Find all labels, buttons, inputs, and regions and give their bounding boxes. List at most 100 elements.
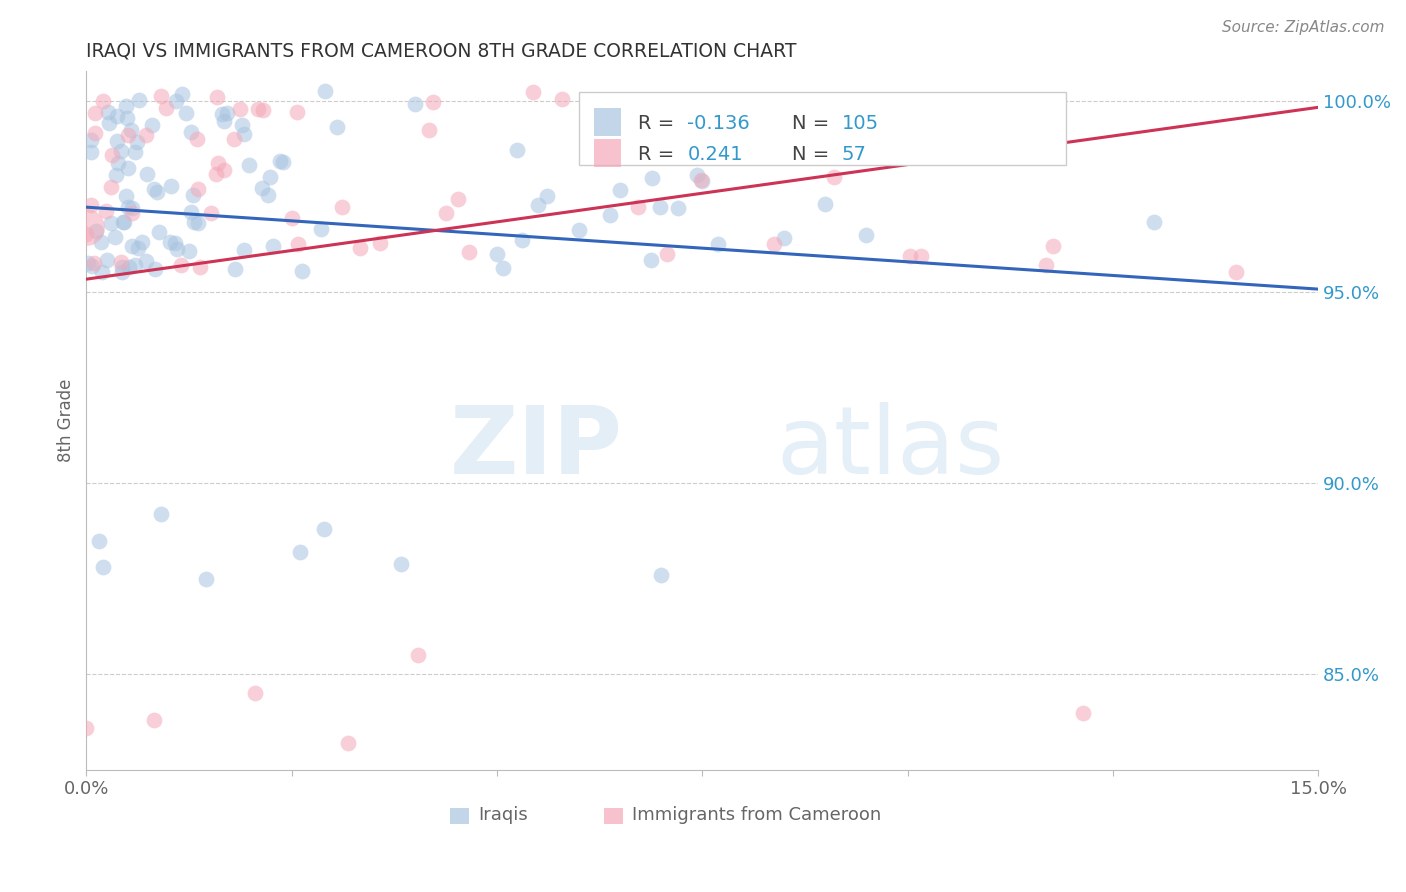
Point [762,236,785,251]
Point [177,244,200,258]
Point [204,167,226,181]
Point [527,198,550,212]
Point [690,114,713,128]
Point [349,241,371,255]
Point [447,192,470,206]
Point [243,686,266,700]
Point [104,230,127,244]
Text: Iraqis: Iraqis [478,806,527,824]
Bar [603,808,623,823]
Point [187,216,209,230]
Point [458,244,481,259]
Point [707,236,730,251]
Point [640,253,662,268]
Point [536,189,558,203]
Point [124,145,146,160]
Point [655,246,678,260]
Text: ZIP: ZIP [450,402,621,494]
Point [1143,215,1166,229]
Point [84,224,107,238]
Point [183,215,205,229]
Point [121,201,143,215]
Point [224,261,246,276]
Point [205,90,228,104]
Point [127,135,149,149]
Point [224,132,246,146]
Bar [593,139,621,167]
Point [551,92,574,106]
Point [93,560,115,574]
Point [505,143,527,157]
Point [100,216,122,230]
Point [83,105,105,120]
Point [117,128,139,142]
Point [228,102,250,116]
Point [773,231,796,245]
Text: R =: R = [638,145,688,164]
Point [112,215,135,229]
Point [107,156,129,170]
Point [115,99,138,113]
Point [259,169,281,184]
Point [194,572,217,586]
Point [256,187,278,202]
Point [174,105,197,120]
Point [187,182,209,196]
Point [91,265,114,279]
Point [238,158,260,172]
Point [280,211,302,226]
Point [128,94,150,108]
Point [80,259,103,273]
Point [75,721,97,735]
Point [105,134,128,148]
Point [170,258,193,272]
Point [124,258,146,272]
Point [135,167,157,181]
Point [89,533,111,548]
Point [485,246,508,260]
Point [510,233,533,247]
Point [141,118,163,132]
FancyBboxPatch shape [579,92,1066,165]
Point [117,161,139,175]
Point [641,170,664,185]
Point [898,249,921,263]
Point [80,198,103,212]
Point [90,235,112,249]
Text: -0.136: -0.136 [688,113,751,133]
Point [83,126,105,140]
Point [131,235,153,249]
Point [91,94,114,108]
Text: 57: 57 [841,145,866,164]
Point [436,206,458,220]
Point [180,205,202,219]
Point [110,265,132,279]
Point [110,255,132,269]
Point [150,507,173,521]
Bar [450,808,470,823]
Point [80,133,103,147]
Point [114,189,136,203]
Point [120,122,142,136]
Point [211,107,233,121]
Point [1225,265,1247,279]
Point [1035,258,1057,272]
Point [105,169,128,183]
Point [143,713,166,727]
Point [418,123,440,137]
Point [166,242,188,256]
Point [150,88,173,103]
Point [312,522,335,536]
Text: IRAQI VS IMMIGRANTS FROM CAMEROON 8TH GRADE CORRELATION CHART: IRAQI VS IMMIGRANTS FROM CAMEROON 8TH GR… [86,42,797,61]
Point [80,145,103,160]
Point [336,736,359,750]
Point [686,168,709,182]
Point [690,173,713,187]
Point [121,206,143,220]
Point [599,208,621,222]
Point [117,200,139,214]
Point [522,86,544,100]
Point [666,201,689,215]
Point [110,145,132,159]
Point [492,260,515,275]
